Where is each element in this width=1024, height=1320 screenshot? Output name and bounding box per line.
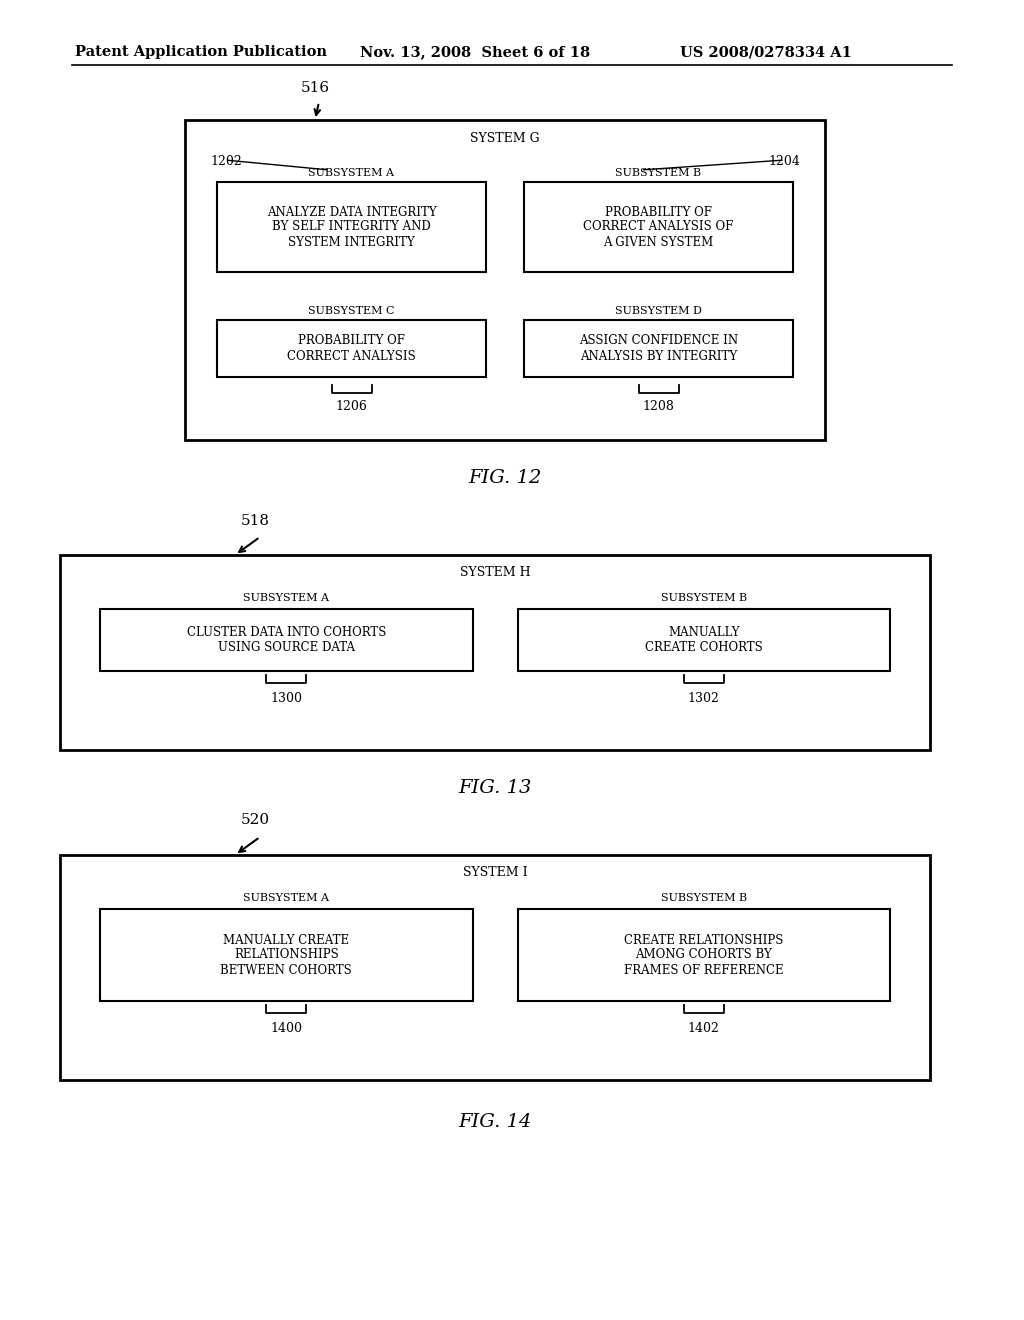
Text: US 2008/0278334 A1: US 2008/0278334 A1 [680,45,852,59]
Bar [217,182,486,272]
Bar [185,120,825,440]
Text: 520: 520 [241,813,269,828]
Text: 1402: 1402 [688,1023,720,1035]
Bar [60,855,930,1080]
Text: FIG. 13: FIG. 13 [459,779,531,797]
Bar [517,909,890,1001]
Text: SUBSYSTEM A: SUBSYSTEM A [244,894,330,903]
Bar [60,554,930,750]
Text: SYSTEM G: SYSTEM G [470,132,540,144]
Text: 1302: 1302 [688,693,720,705]
Text: FIG. 14: FIG. 14 [459,1113,531,1131]
Text: Patent Application Publication: Patent Application Publication [75,45,327,59]
Bar [100,609,472,671]
Text: SUBSYSTEM C: SUBSYSTEM C [308,306,394,315]
Text: SUBSYSTEM D: SUBSYSTEM D [615,306,701,315]
Text: CLUSTER DATA INTO COHORTS
USING SOURCE DATA: CLUSTER DATA INTO COHORTS USING SOURCE D… [186,626,386,653]
Text: SUBSYSTEM B: SUBSYSTEM B [660,894,746,903]
Text: 1204: 1204 [768,154,800,168]
Bar [517,609,890,671]
Text: 1400: 1400 [270,1023,302,1035]
Text: Nov. 13, 2008  Sheet 6 of 18: Nov. 13, 2008 Sheet 6 of 18 [360,45,590,59]
Text: 1300: 1300 [270,693,302,705]
Text: SUBSYSTEM A: SUBSYSTEM A [244,593,330,603]
Bar [524,182,793,272]
Text: 1202: 1202 [210,154,242,168]
Text: ASSIGN CONFIDENCE IN
ANALYSIS BY INTEGRITY: ASSIGN CONFIDENCE IN ANALYSIS BY INTEGRI… [579,334,738,363]
Text: SUBSYSTEM B: SUBSYSTEM B [660,593,746,603]
Text: MANUALLY
CREATE COHORTS: MANUALLY CREATE COHORTS [645,626,763,653]
Text: PROBABILITY OF
CORRECT ANALYSIS: PROBABILITY OF CORRECT ANALYSIS [287,334,416,363]
Text: SYSTEM I: SYSTEM I [463,866,527,879]
Text: PROBABILITY OF
CORRECT ANALYSIS OF
A GIVEN SYSTEM: PROBABILITY OF CORRECT ANALYSIS OF A GIV… [584,206,733,248]
Text: SYSTEM H: SYSTEM H [460,566,530,579]
Text: FIG. 12: FIG. 12 [468,469,542,487]
Text: 516: 516 [300,81,330,95]
Text: 1208: 1208 [643,400,675,413]
Text: CREATE RELATIONSHIPS
AMONG COHORTS BY
FRAMES OF REFERENCE: CREATE RELATIONSHIPS AMONG COHORTS BY FR… [624,933,783,977]
Text: SUBSYSTEM A: SUBSYSTEM A [308,168,394,178]
Text: 518: 518 [241,513,269,528]
Text: ANALYZE DATA INTEGRITY
BY SELF INTEGRITY AND
SYSTEM INTEGRITY: ANALYZE DATA INTEGRITY BY SELF INTEGRITY… [266,206,436,248]
Bar [217,319,486,378]
Bar [524,319,793,378]
Text: SUBSYSTEM B: SUBSYSTEM B [615,168,701,178]
Bar [100,909,472,1001]
Text: MANUALLY CREATE
RELATIONSHIPS
BETWEEN COHORTS: MANUALLY CREATE RELATIONSHIPS BETWEEN CO… [220,933,352,977]
Text: 1206: 1206 [336,400,368,413]
